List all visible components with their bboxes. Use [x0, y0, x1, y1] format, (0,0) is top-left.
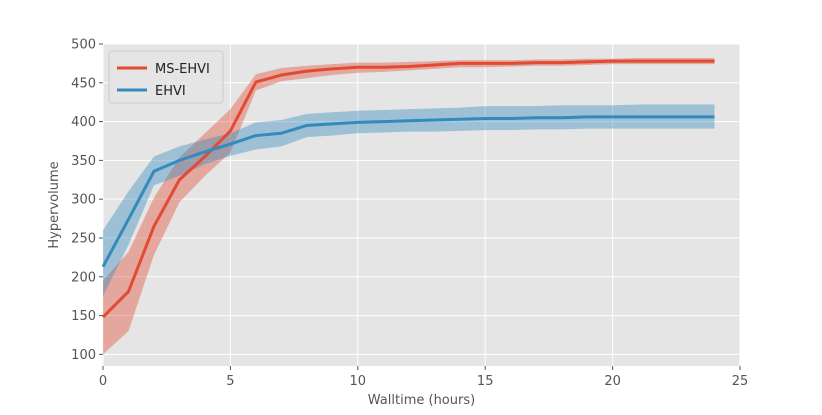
series-line-ehvi [101, 115, 715, 268]
legend-label-ehvi: EHVI [155, 84, 186, 99]
series-line-ms-ehvi [101, 59, 715, 319]
x-tick-label: 0 [99, 374, 107, 389]
x-axis-label: Walltime (hours) [368, 393, 475, 408]
series-lines [101, 59, 715, 319]
y-tick-label: 500 [71, 38, 96, 53]
x-tick-label: 15 [477, 374, 494, 389]
confidence-band-ehvi [103, 104, 715, 297]
confidence-bands [103, 57, 715, 355]
y-tick-label: 450 [71, 76, 96, 91]
y-axis-label: Hypervolume [47, 161, 62, 248]
y-tick-label: 150 [71, 309, 96, 324]
x-tick-label: 10 [350, 374, 367, 389]
y-tick-label: 250 [71, 231, 96, 246]
legend: MS-EHVI EHVI [108, 50, 224, 104]
axis-ticks: 0 5 10 15 20 25 100 150 200 250 300 350 400 450 500 [71, 38, 748, 390]
x-tick-label: 20 [604, 374, 621, 389]
grid-lines [102, 43, 741, 366]
x-tick-label: 25 [732, 374, 749, 389]
legend-label-ms-ehvi: MS-EHVI [155, 62, 210, 77]
y-tick-label: 400 [71, 115, 96, 130]
x-tick-label: 5 [226, 374, 234, 389]
y-tick-label: 200 [71, 270, 96, 285]
y-tick-label: 300 [71, 193, 96, 208]
y-tick-label: 100 [71, 348, 96, 363]
y-tick-label: 350 [71, 154, 96, 169]
